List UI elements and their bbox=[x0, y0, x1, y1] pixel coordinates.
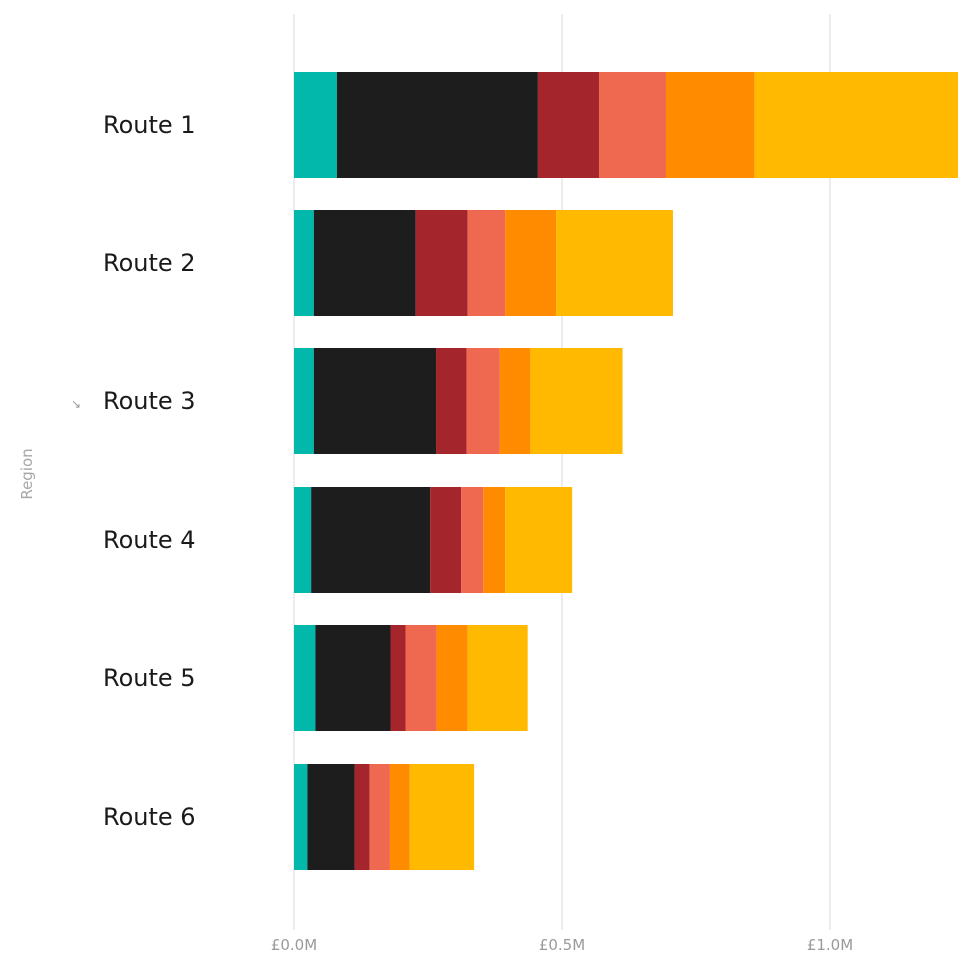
bar-segment[interactable] bbox=[390, 625, 406, 731]
category-label: Route 2 bbox=[103, 249, 196, 277]
bar-segment[interactable] bbox=[405, 625, 437, 731]
bar-segment[interactable] bbox=[505, 487, 573, 593]
bar-segment[interactable] bbox=[598, 72, 666, 178]
bar-segment[interactable] bbox=[467, 625, 528, 731]
bar-segment[interactable] bbox=[530, 348, 623, 454]
bar-segment[interactable] bbox=[754, 72, 958, 178]
bar-segment[interactable] bbox=[537, 72, 599, 178]
sort-indicator-icon[interactable]: ↘ bbox=[71, 397, 81, 411]
x-tick-label: £0.0M bbox=[271, 936, 317, 954]
bar-segment[interactable] bbox=[483, 487, 506, 593]
bar-segment[interactable] bbox=[461, 487, 484, 593]
category-labels: Route 1 Route 2 Route 3 Route 4 Route 5 Route… bbox=[103, 111, 196, 831]
bar-segment[interactable] bbox=[430, 487, 462, 593]
bar-segment[interactable] bbox=[505, 210, 557, 316]
bar-segment[interactable] bbox=[294, 348, 314, 454]
bar-segment[interactable] bbox=[665, 72, 755, 178]
bar-segment[interactable] bbox=[294, 764, 308, 870]
bar-segment[interactable] bbox=[466, 348, 500, 454]
bar-segment[interactable] bbox=[415, 210, 468, 316]
category-label: Route 6 bbox=[103, 803, 196, 831]
bar-segment[interactable] bbox=[294, 487, 312, 593]
y-axis-title: Region bbox=[18, 448, 36, 499]
bar-segment[interactable] bbox=[467, 210, 506, 316]
bar-segment[interactable] bbox=[436, 625, 468, 731]
bars bbox=[294, 72, 958, 870]
bar-segment[interactable] bbox=[313, 348, 437, 454]
bar-segment[interactable] bbox=[294, 72, 337, 178]
bar-segment[interactable] bbox=[436, 348, 467, 454]
bar-segment[interactable] bbox=[307, 764, 355, 870]
x-tick-label: £1.0M bbox=[807, 936, 853, 954]
bar-segment[interactable] bbox=[499, 348, 531, 454]
bar-segment[interactable] bbox=[369, 764, 390, 870]
bar-segment[interactable] bbox=[354, 764, 370, 870]
bar-segment[interactable] bbox=[389, 764, 410, 870]
x-tick-label: £0.5M bbox=[539, 936, 585, 954]
bar-segment[interactable] bbox=[313, 210, 416, 316]
bar-segment[interactable] bbox=[336, 72, 538, 178]
category-label: Route 1 bbox=[103, 111, 196, 139]
category-label: Route 5 bbox=[103, 664, 196, 692]
bar-segment[interactable] bbox=[311, 487, 431, 593]
x-tick-labels: £0.0M £0.5M £1.0M bbox=[271, 936, 853, 954]
bar-segment[interactable] bbox=[294, 210, 314, 316]
bar-segment[interactable] bbox=[556, 210, 673, 316]
bar-segment[interactable] bbox=[294, 625, 316, 731]
category-label: Route 4 bbox=[103, 526, 196, 554]
category-label: Route 3 bbox=[103, 387, 196, 415]
bar-segment[interactable] bbox=[315, 625, 391, 731]
bar-segment[interactable] bbox=[409, 764, 475, 870]
